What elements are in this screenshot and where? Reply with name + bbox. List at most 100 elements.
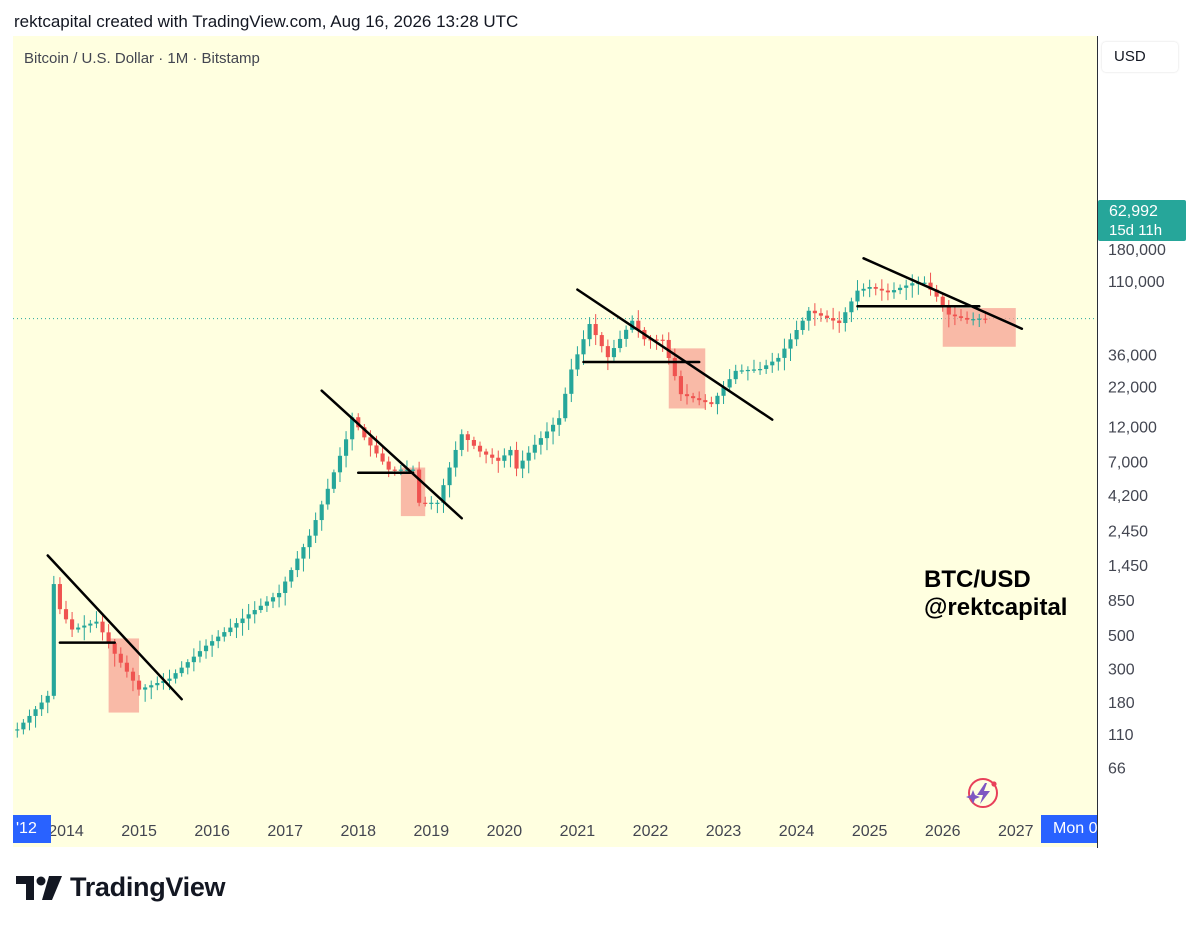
x-tick-label: 2026 xyxy=(925,823,961,840)
candle xyxy=(715,392,720,415)
candle-body xyxy=(289,570,294,582)
candle xyxy=(520,450,525,479)
candle xyxy=(191,648,196,672)
x-tick-label: 2027 xyxy=(998,823,1034,840)
candle xyxy=(234,618,239,639)
candle-body xyxy=(581,339,586,355)
candle xyxy=(800,317,805,335)
candle-body xyxy=(703,400,708,403)
candle xyxy=(185,659,190,675)
x-tick-label: 2021 xyxy=(560,823,596,840)
candle xyxy=(197,640,203,663)
candle xyxy=(916,276,921,295)
candle-body xyxy=(51,584,56,696)
candle xyxy=(593,314,598,346)
candle xyxy=(812,303,817,326)
symbol-title[interactable]: Bitcoin / U.S. Dollar · 1M · Bitstamp xyxy=(24,50,260,67)
candle xyxy=(928,272,933,296)
candle-body xyxy=(952,314,957,317)
candle-body xyxy=(228,627,233,633)
candle xyxy=(678,370,683,401)
y-tick-label: 4,200 xyxy=(1108,488,1148,505)
candle-body xyxy=(636,320,641,330)
candle-body xyxy=(849,301,854,313)
candle-body xyxy=(343,439,349,456)
candle xyxy=(818,308,824,322)
candle-body xyxy=(782,348,787,358)
candle xyxy=(27,709,32,731)
candle xyxy=(581,330,586,365)
candle-body xyxy=(544,431,550,439)
candle xyxy=(977,313,982,327)
candle-body xyxy=(130,671,136,681)
candle-body xyxy=(879,288,884,291)
y-tick-label: 300 xyxy=(1108,661,1135,678)
candle-body xyxy=(33,709,38,716)
candle-body xyxy=(697,398,702,401)
candle-body xyxy=(709,402,714,405)
candle xyxy=(410,465,416,473)
candle-body xyxy=(514,449,519,469)
candle-body xyxy=(971,319,976,321)
candle-body xyxy=(666,339,671,359)
candle-body xyxy=(526,452,531,461)
candle xyxy=(958,309,964,322)
candle-body xyxy=(240,618,245,624)
brand-name: TradingView xyxy=(70,872,226,902)
chart-area[interactable] xyxy=(13,36,1097,810)
candle xyxy=(453,441,458,477)
candle-body xyxy=(63,609,69,620)
candle xyxy=(313,512,318,544)
candle xyxy=(210,634,215,657)
candle xyxy=(143,684,148,702)
y-tick-label: 22,000 xyxy=(1108,380,1157,397)
tradingview-brand[interactable]: TradingView xyxy=(16,872,226,903)
currency-button[interactable]: USD xyxy=(1102,42,1178,72)
candle-body xyxy=(818,313,824,316)
candle-body xyxy=(155,683,160,686)
candle-body xyxy=(392,469,397,471)
price-axis[interactable] xyxy=(1097,36,1188,848)
y-tick-label: 36,000 xyxy=(1108,347,1157,364)
x-axis-bar[interactable] xyxy=(13,810,1097,847)
candle xyxy=(605,339,610,371)
candle-body xyxy=(313,520,318,536)
y-tick-label: 2,450 xyxy=(1108,524,1148,541)
x-tick-label: 2018 xyxy=(340,823,376,840)
candle xyxy=(934,284,939,302)
candle xyxy=(782,338,787,371)
candle-body xyxy=(94,621,99,624)
candle xyxy=(277,584,282,608)
candle xyxy=(149,680,154,700)
candle-body xyxy=(788,339,793,349)
candle-body xyxy=(453,449,458,468)
candle xyxy=(343,431,349,468)
axis-labels: 320,000180,000110,00036,00022,00012,0007… xyxy=(48,204,1166,840)
candle-body xyxy=(715,395,720,405)
candle-body xyxy=(167,678,172,681)
candle-body xyxy=(611,348,617,358)
candle-body xyxy=(374,445,379,454)
candle xyxy=(757,361,763,375)
candle xyxy=(21,719,26,735)
candle xyxy=(136,675,142,696)
candle-body xyxy=(922,282,927,284)
candle xyxy=(325,478,330,510)
candle xyxy=(745,366,750,381)
candle-body xyxy=(380,453,385,462)
candle-body xyxy=(672,358,677,377)
candle xyxy=(660,334,665,352)
candle xyxy=(764,359,769,374)
candle-body xyxy=(910,283,915,286)
candle xyxy=(898,284,903,295)
x-tick-label: 2025 xyxy=(852,823,888,840)
candle xyxy=(270,592,276,609)
candle-body xyxy=(362,427,367,438)
lightning-icon[interactable] xyxy=(966,778,998,808)
candle-body xyxy=(599,335,604,347)
x-tick-label: 2015 xyxy=(121,823,157,840)
candle-body xyxy=(946,305,951,315)
candle-body xyxy=(350,417,355,440)
candle-body xyxy=(258,605,263,611)
candle xyxy=(739,364,744,374)
